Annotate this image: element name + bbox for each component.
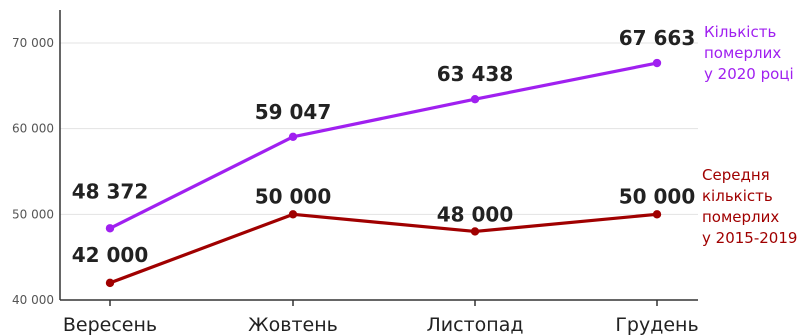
series-2-data-label: 50 000	[619, 184, 696, 208]
series-1-data-label: 48 372	[72, 179, 149, 203]
legend-label-line: у 2020 році	[704, 65, 794, 83]
series-1-data-label: 59 047	[255, 100, 332, 124]
gridlines	[60, 42, 698, 215]
series-1-point	[652, 58, 662, 68]
x-axis-ticks: Вересень Жовтень Листопад Грудень	[63, 300, 699, 335]
legend-label-line: Середня	[702, 166, 770, 184]
series-2-point	[105, 278, 115, 288]
y-tick-label: 40 000	[12, 293, 54, 307]
y-tick-label: 50 000	[12, 207, 54, 221]
series-lines	[105, 58, 662, 288]
series-line-2	[108, 212, 659, 285]
y-axis-ticks: 40 000 50 000 60 000 70 000	[12, 36, 54, 307]
series-2-data-label: 42 000	[72, 243, 149, 267]
legend-label-line: Кількість	[704, 23, 776, 41]
x-tick-label: Листопад	[427, 314, 524, 335]
data-labels: 48 372 59 047 63 438 67 663 42 000 50 000 48 0…	[72, 26, 696, 267]
y-tick-label: 60 000	[12, 122, 54, 136]
series-1-data-label: 67 663	[619, 26, 696, 50]
legend-label-line: померлих	[704, 44, 781, 62]
x-tick-label: Жовтень	[248, 314, 338, 335]
legend: Кількість померлих у 2020 році Середня кільк…	[702, 23, 797, 247]
legend-label-line: померлих	[702, 208, 779, 226]
x-tick-label: Вересень	[63, 314, 157, 335]
series-2-data-label: 50 000	[255, 184, 332, 208]
series-2-point	[470, 227, 480, 236]
series-2-point	[288, 210, 298, 219]
series-2-point	[652, 210, 662, 219]
y-tick-label: 70 000	[12, 36, 54, 50]
legend-label-line: у 2015-2019	[702, 229, 797, 247]
legend-label-line: кількість	[702, 187, 773, 205]
x-tick-label: Грудень	[615, 314, 698, 335]
series-1-point	[288, 132, 298, 142]
series-1-point	[105, 224, 115, 233]
series-2-data-label: 48 000	[437, 202, 514, 226]
series-1-data-label: 63 438	[437, 62, 514, 86]
series-1-point	[470, 95, 480, 104]
series-line-1	[108, 61, 659, 230]
